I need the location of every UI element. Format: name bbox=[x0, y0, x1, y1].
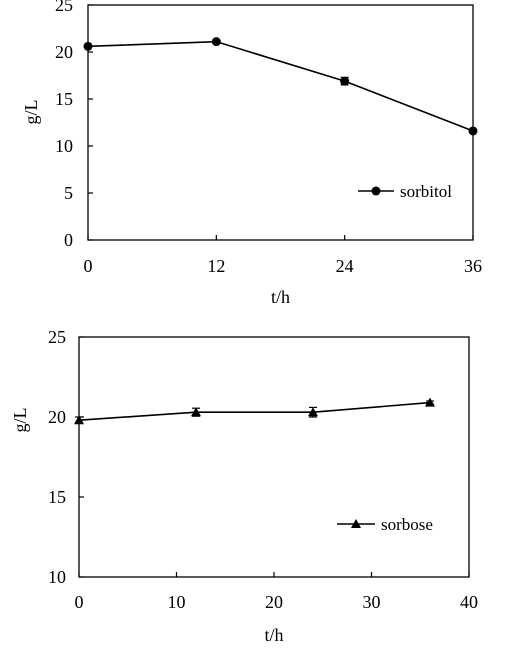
legend-label: sorbose bbox=[381, 515, 433, 534]
y-tick-label: 20 bbox=[55, 42, 73, 62]
sorbitol-chart: 0 5 10 15 20 25 0 12 24 36 t/h g/L sorbitol bbox=[21, 0, 482, 307]
x-axis-label: t/h bbox=[271, 287, 290, 307]
x-tick-label: 30 bbox=[363, 592, 381, 612]
data-point bbox=[83, 41, 93, 51]
series-line bbox=[87, 40, 474, 132]
y-tick-label: 10 bbox=[48, 567, 66, 587]
y-axis-label: g/L bbox=[21, 100, 41, 125]
y-tick-label: 25 bbox=[48, 327, 66, 347]
x-tick-label: 12 bbox=[207, 256, 225, 276]
data-point bbox=[74, 415, 84, 425]
x-tick-label: 36 bbox=[464, 256, 482, 276]
y-tick-label: 10 bbox=[55, 136, 73, 156]
legend-label: sorbitol bbox=[400, 182, 452, 201]
x-tick-label: 10 bbox=[168, 592, 186, 612]
y-tick-label: 0 bbox=[64, 230, 73, 250]
x-tick-label: 0 bbox=[75, 592, 84, 612]
legend-marker bbox=[351, 519, 361, 528]
data-point bbox=[191, 407, 201, 417]
y-tick-label: 20 bbox=[48, 407, 66, 427]
x-axis-label: t/h bbox=[264, 625, 283, 645]
x-tick-label: 20 bbox=[265, 592, 283, 612]
y-tick-label: 5 bbox=[64, 183, 73, 203]
x-tick-label: 0 bbox=[84, 256, 93, 276]
x-tick-label: 40 bbox=[460, 592, 478, 612]
data-point bbox=[308, 407, 318, 417]
series-line bbox=[78, 401, 431, 421]
y-axis-label: g/L bbox=[10, 408, 30, 433]
sorbose-chart: 10 15 20 25 0 10 20 30 40 t/h g/L sorbose bbox=[10, 327, 478, 645]
data-point bbox=[468, 126, 478, 136]
legend-marker bbox=[371, 186, 381, 196]
plot-frame bbox=[87, 4, 474, 241]
y-tick-label: 25 bbox=[55, 0, 73, 15]
data-point bbox=[211, 37, 221, 47]
x-tick-label: 24 bbox=[336, 256, 354, 276]
y-tick-label: 15 bbox=[55, 89, 73, 109]
data-point bbox=[340, 76, 350, 86]
plot-frame bbox=[78, 336, 470, 578]
y-tick-label: 15 bbox=[48, 487, 66, 507]
data-point bbox=[425, 397, 435, 407]
